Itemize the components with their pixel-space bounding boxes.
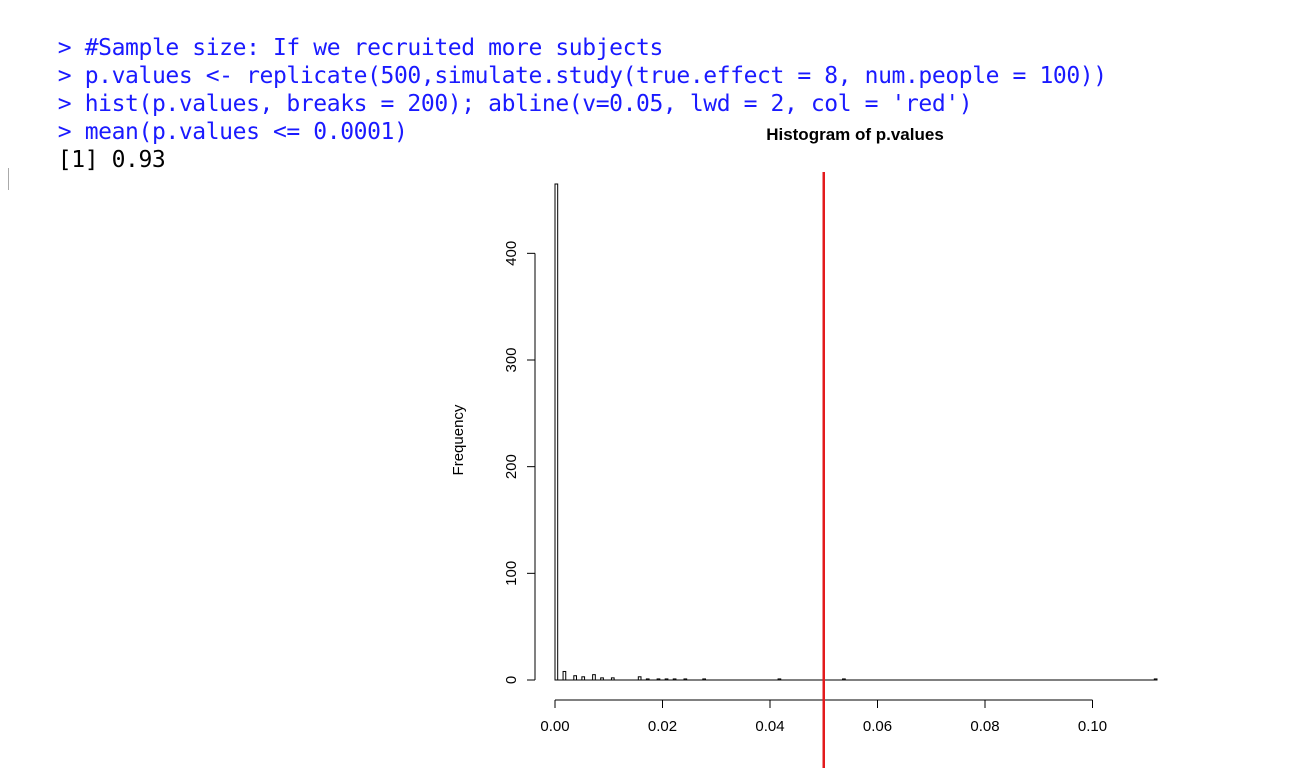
x-tick-label: 0.00 bbox=[540, 718, 569, 735]
console-command-text: p.values <- replicate(500,simulate.study… bbox=[84, 63, 1107, 89]
histogram-bar bbox=[600, 677, 604, 681]
x-tick-label: 0.08 bbox=[970, 718, 999, 735]
histogram-bar bbox=[1153, 678, 1158, 681]
histogram-bar bbox=[581, 676, 586, 681]
console-line-hist: > hist(p.values, breaks = 200); abline(v… bbox=[4, 62, 973, 146]
histogram-bar bbox=[562, 670, 567, 681]
text-cursor bbox=[8, 168, 9, 190]
histogram-bar bbox=[664, 678, 669, 681]
histogram-bar bbox=[573, 675, 577, 681]
console-line-comment: > #Sample size: If we recruited more sub… bbox=[4, 6, 664, 90]
histogram-bar bbox=[592, 674, 596, 681]
histogram-bar bbox=[637, 676, 642, 681]
histogram-bar bbox=[842, 678, 846, 681]
r-console[interactable]: > #Sample size: If we recruited more sub… bbox=[0, 0, 1312, 190]
console-output: [1] 0.93 bbox=[4, 118, 166, 202]
histogram-bar bbox=[656, 678, 661, 681]
console-command-text: mean(p.values <= 0.0001) bbox=[84, 119, 408, 145]
x-tick-label: 0.06 bbox=[863, 718, 892, 735]
y-tick-label: 100 bbox=[503, 561, 520, 586]
console-output-text: [1] 0.93 bbox=[57, 147, 166, 173]
console-prompt: > bbox=[57, 119, 85, 145]
y-tick-label: 200 bbox=[503, 454, 520, 479]
histogram-bars bbox=[554, 183, 1158, 681]
histogram-bar bbox=[702, 678, 706, 681]
y-tick-label: 400 bbox=[503, 241, 520, 266]
console-line-replicate: > p.values <- replicate(500,simulate.stu… bbox=[4, 34, 1107, 118]
console-prompt: > bbox=[57, 63, 85, 89]
x-tick-label: 0.04 bbox=[755, 718, 784, 735]
y-tick-label: 300 bbox=[503, 347, 520, 372]
console-prompt: > bbox=[57, 35, 85, 61]
console-prompt: > bbox=[57, 91, 85, 117]
histogram-bar bbox=[554, 183, 559, 681]
histogram-bar bbox=[777, 678, 782, 681]
x-tick-label: 0.02 bbox=[648, 718, 677, 735]
histogram-bar bbox=[683, 678, 688, 681]
histogram-bar bbox=[610, 677, 615, 681]
histogram-bar bbox=[645, 678, 650, 681]
y-tick-label: 0 bbox=[503, 676, 520, 684]
console-command-text: #Sample size: If we recruited more subje… bbox=[84, 35, 664, 61]
chart-title: Histogram of p.values bbox=[766, 125, 944, 144]
console-line-mean: > mean(p.values <= 0.0001) bbox=[4, 90, 408, 174]
console-command-text: hist(p.values, breaks = 200); abline(v=0… bbox=[84, 91, 973, 117]
y-axis: 0 100 200 300 400 bbox=[503, 241, 536, 684]
x-tick-label: 0.10 bbox=[1078, 718, 1107, 735]
histogram-bar bbox=[672, 678, 677, 681]
y-axis-label: Frequency bbox=[450, 404, 467, 475]
